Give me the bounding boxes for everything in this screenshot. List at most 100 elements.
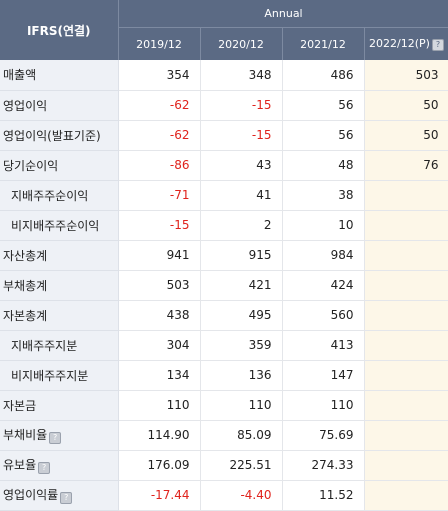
row-label-text: 영업이익	[3, 98, 48, 113]
value-cell: 495	[200, 300, 283, 331]
value-cell: 424	[282, 270, 365, 301]
row-label-text: 자본총계	[3, 308, 48, 323]
value-cell: 503	[118, 270, 201, 301]
value-cell: 2	[200, 210, 283, 241]
value-cell: 359	[200, 330, 283, 361]
row-label: 영업이익률?	[0, 480, 119, 511]
table-row: 부채비율? 114.90 85.09 75.69	[0, 420, 448, 451]
value-cell: 110	[282, 390, 365, 421]
value-cell	[364, 330, 448, 361]
period-label: 2020/12	[218, 37, 264, 51]
row-label-text: 부채총계	[3, 278, 48, 293]
help-icon[interactable]: ?	[49, 432, 62, 444]
value-cell: 110	[200, 390, 283, 421]
accounting-standard-header: IFRS(연결)	[0, 0, 119, 60]
table-row: 부채총계 503 421 424	[0, 270, 448, 301]
row-label: 당기순이익	[0, 150, 119, 181]
value-cell: 56	[282, 120, 365, 151]
value-cell	[364, 210, 448, 241]
value-cell: 38	[282, 180, 365, 211]
row-label-text: 지배주주순이익	[11, 188, 89, 203]
row-label: 지배주주순이익	[0, 180, 119, 211]
value-cell: 110	[118, 390, 201, 421]
help-icon[interactable]: ?	[38, 462, 51, 474]
row-label: 지배주주지분	[0, 330, 119, 361]
row-label: 부채총계	[0, 270, 119, 301]
value-cell: 984	[282, 240, 365, 271]
value-cell: 503	[364, 60, 448, 91]
row-label: 영업이익(발표기준)	[0, 120, 119, 151]
value-cell	[364, 180, 448, 211]
annual-group-header: Annual	[118, 0, 448, 28]
row-label-text: 부채비율	[3, 428, 48, 442]
row-label-text: 당기순이익	[3, 158, 59, 173]
value-cell: 941	[118, 240, 201, 271]
row-label-text: 비지배주주순이익	[11, 218, 100, 233]
value-cell: 75.69	[282, 420, 365, 451]
value-cell: -15	[118, 210, 201, 241]
table-row: 영업이익률? -17.44 -4.40 11.52	[0, 480, 448, 511]
row-label: 영업이익	[0, 90, 119, 121]
value-cell: 421	[200, 270, 283, 301]
value-cell: 76	[364, 150, 448, 181]
value-cell: 560	[282, 300, 365, 331]
value-cell	[364, 480, 448, 511]
value-cell: 438	[118, 300, 201, 331]
row-label-text: 영업이익(발표기준)	[3, 128, 101, 143]
row-label: 자산총계	[0, 240, 119, 271]
period-label: 2021/12	[300, 37, 346, 51]
table-row: 지배주주순이익 -71 41 38	[0, 180, 448, 211]
row-label: 비지배주주순이익	[0, 210, 119, 241]
table-row: 자본금 110 110 110	[0, 390, 448, 421]
value-cell: -62	[118, 120, 201, 151]
value-cell: -15	[200, 90, 283, 121]
value-cell: 43	[200, 150, 283, 181]
row-label: 비지배주주지분	[0, 360, 119, 391]
value-cell: 134	[118, 360, 201, 391]
value-cell: 48	[282, 150, 365, 181]
row-label-text: 매출액	[3, 68, 37, 83]
value-cell	[364, 300, 448, 331]
value-cell: 114.90	[118, 420, 201, 451]
value-cell: -62	[118, 90, 201, 121]
table-row: 영업이익(발표기준) -62 -15 56 50	[0, 120, 448, 151]
value-cell	[364, 390, 448, 421]
table-row: 지배주주지분 304 359 413	[0, 330, 448, 361]
row-label: 부채비율?	[0, 420, 119, 451]
value-cell: 348	[200, 60, 283, 91]
help-icon[interactable]: ?	[60, 492, 73, 504]
value-cell	[364, 450, 448, 481]
value-cell: 225.51	[200, 450, 283, 481]
value-cell	[364, 420, 448, 451]
row-label-text: 자산총계	[3, 248, 48, 263]
value-cell: 176.09	[118, 450, 201, 481]
value-cell: 11.52	[282, 480, 365, 511]
value-cell: -17.44	[118, 480, 201, 511]
period-header-2021: 2021/12	[282, 27, 365, 60]
period-header-2022-estimate: 2022/12(P)?	[364, 27, 448, 60]
value-cell: 147	[282, 360, 365, 391]
table-row: 비지배주주지분 134 136 147	[0, 360, 448, 391]
value-cell: 56	[282, 90, 365, 121]
row-label-text: 지배주주지분	[11, 338, 78, 353]
value-cell: 10	[282, 210, 365, 241]
value-cell: -15	[200, 120, 283, 151]
value-cell	[364, 270, 448, 301]
table-row: 자본총계 438 495 560	[0, 300, 448, 331]
help-icon[interactable]: ?	[431, 39, 444, 51]
table-row: 비지배주주순이익 -15 2 10	[0, 210, 448, 241]
value-cell: 915	[200, 240, 283, 271]
period-label: 2019/12	[136, 37, 182, 51]
value-cell: 486	[282, 60, 365, 91]
value-cell: -71	[118, 180, 201, 211]
value-cell: 50	[364, 120, 448, 151]
value-cell: 274.33	[282, 450, 365, 481]
value-cell: 354	[118, 60, 201, 91]
table-row: 매출액 354 348 486 503	[0, 60, 448, 91]
value-cell: 136	[200, 360, 283, 391]
row-label-text: 유보율	[3, 458, 37, 472]
row-label: 매출액	[0, 60, 119, 91]
value-cell: 304	[118, 330, 201, 361]
table-row: 영업이익 -62 -15 56 50	[0, 90, 448, 121]
